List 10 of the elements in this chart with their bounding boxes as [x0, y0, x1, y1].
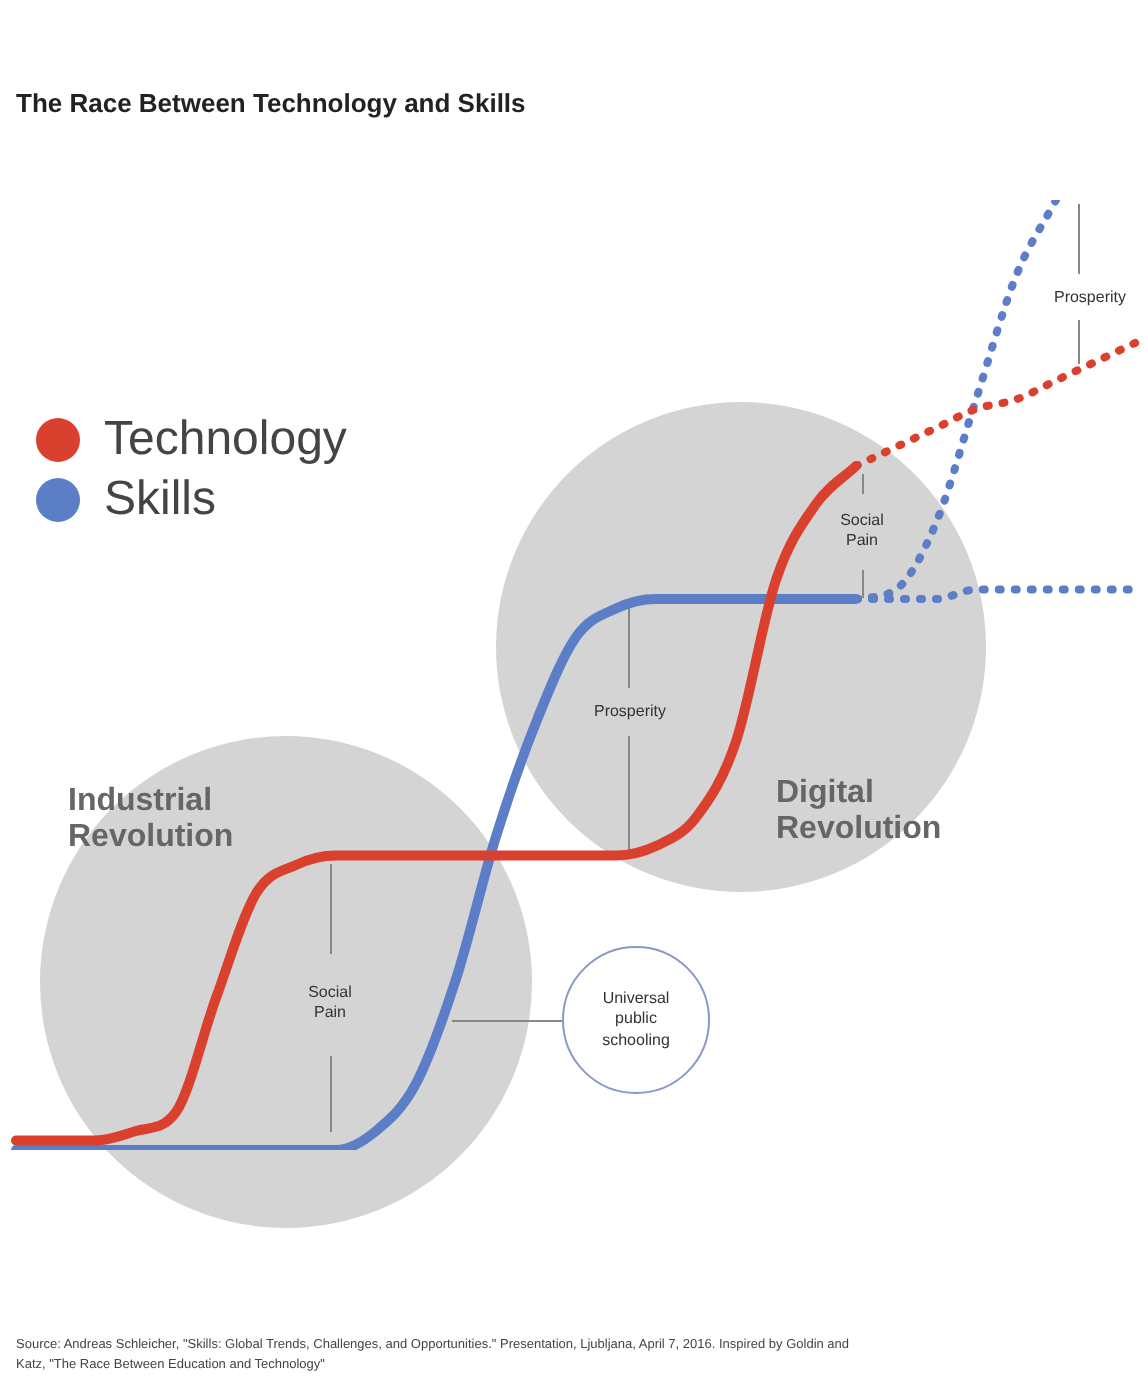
- legend-label: Technology: [104, 412, 347, 468]
- chart-title: The Race Between Technology and Skills: [16, 88, 526, 118]
- annotation: Universal public schooling: [600, 988, 672, 1052]
- annotation: Prosperity: [591, 701, 668, 723]
- annotation: Social Pain: [838, 511, 886, 553]
- annotation: Prosperity: [1051, 287, 1128, 309]
- annotation: Digital Revolution: [776, 776, 944, 850]
- annotation: Industrial Revolution: [68, 784, 236, 858]
- annotation: Social Pain: [306, 983, 354, 1025]
- legend-label: Skills: [104, 472, 217, 528]
